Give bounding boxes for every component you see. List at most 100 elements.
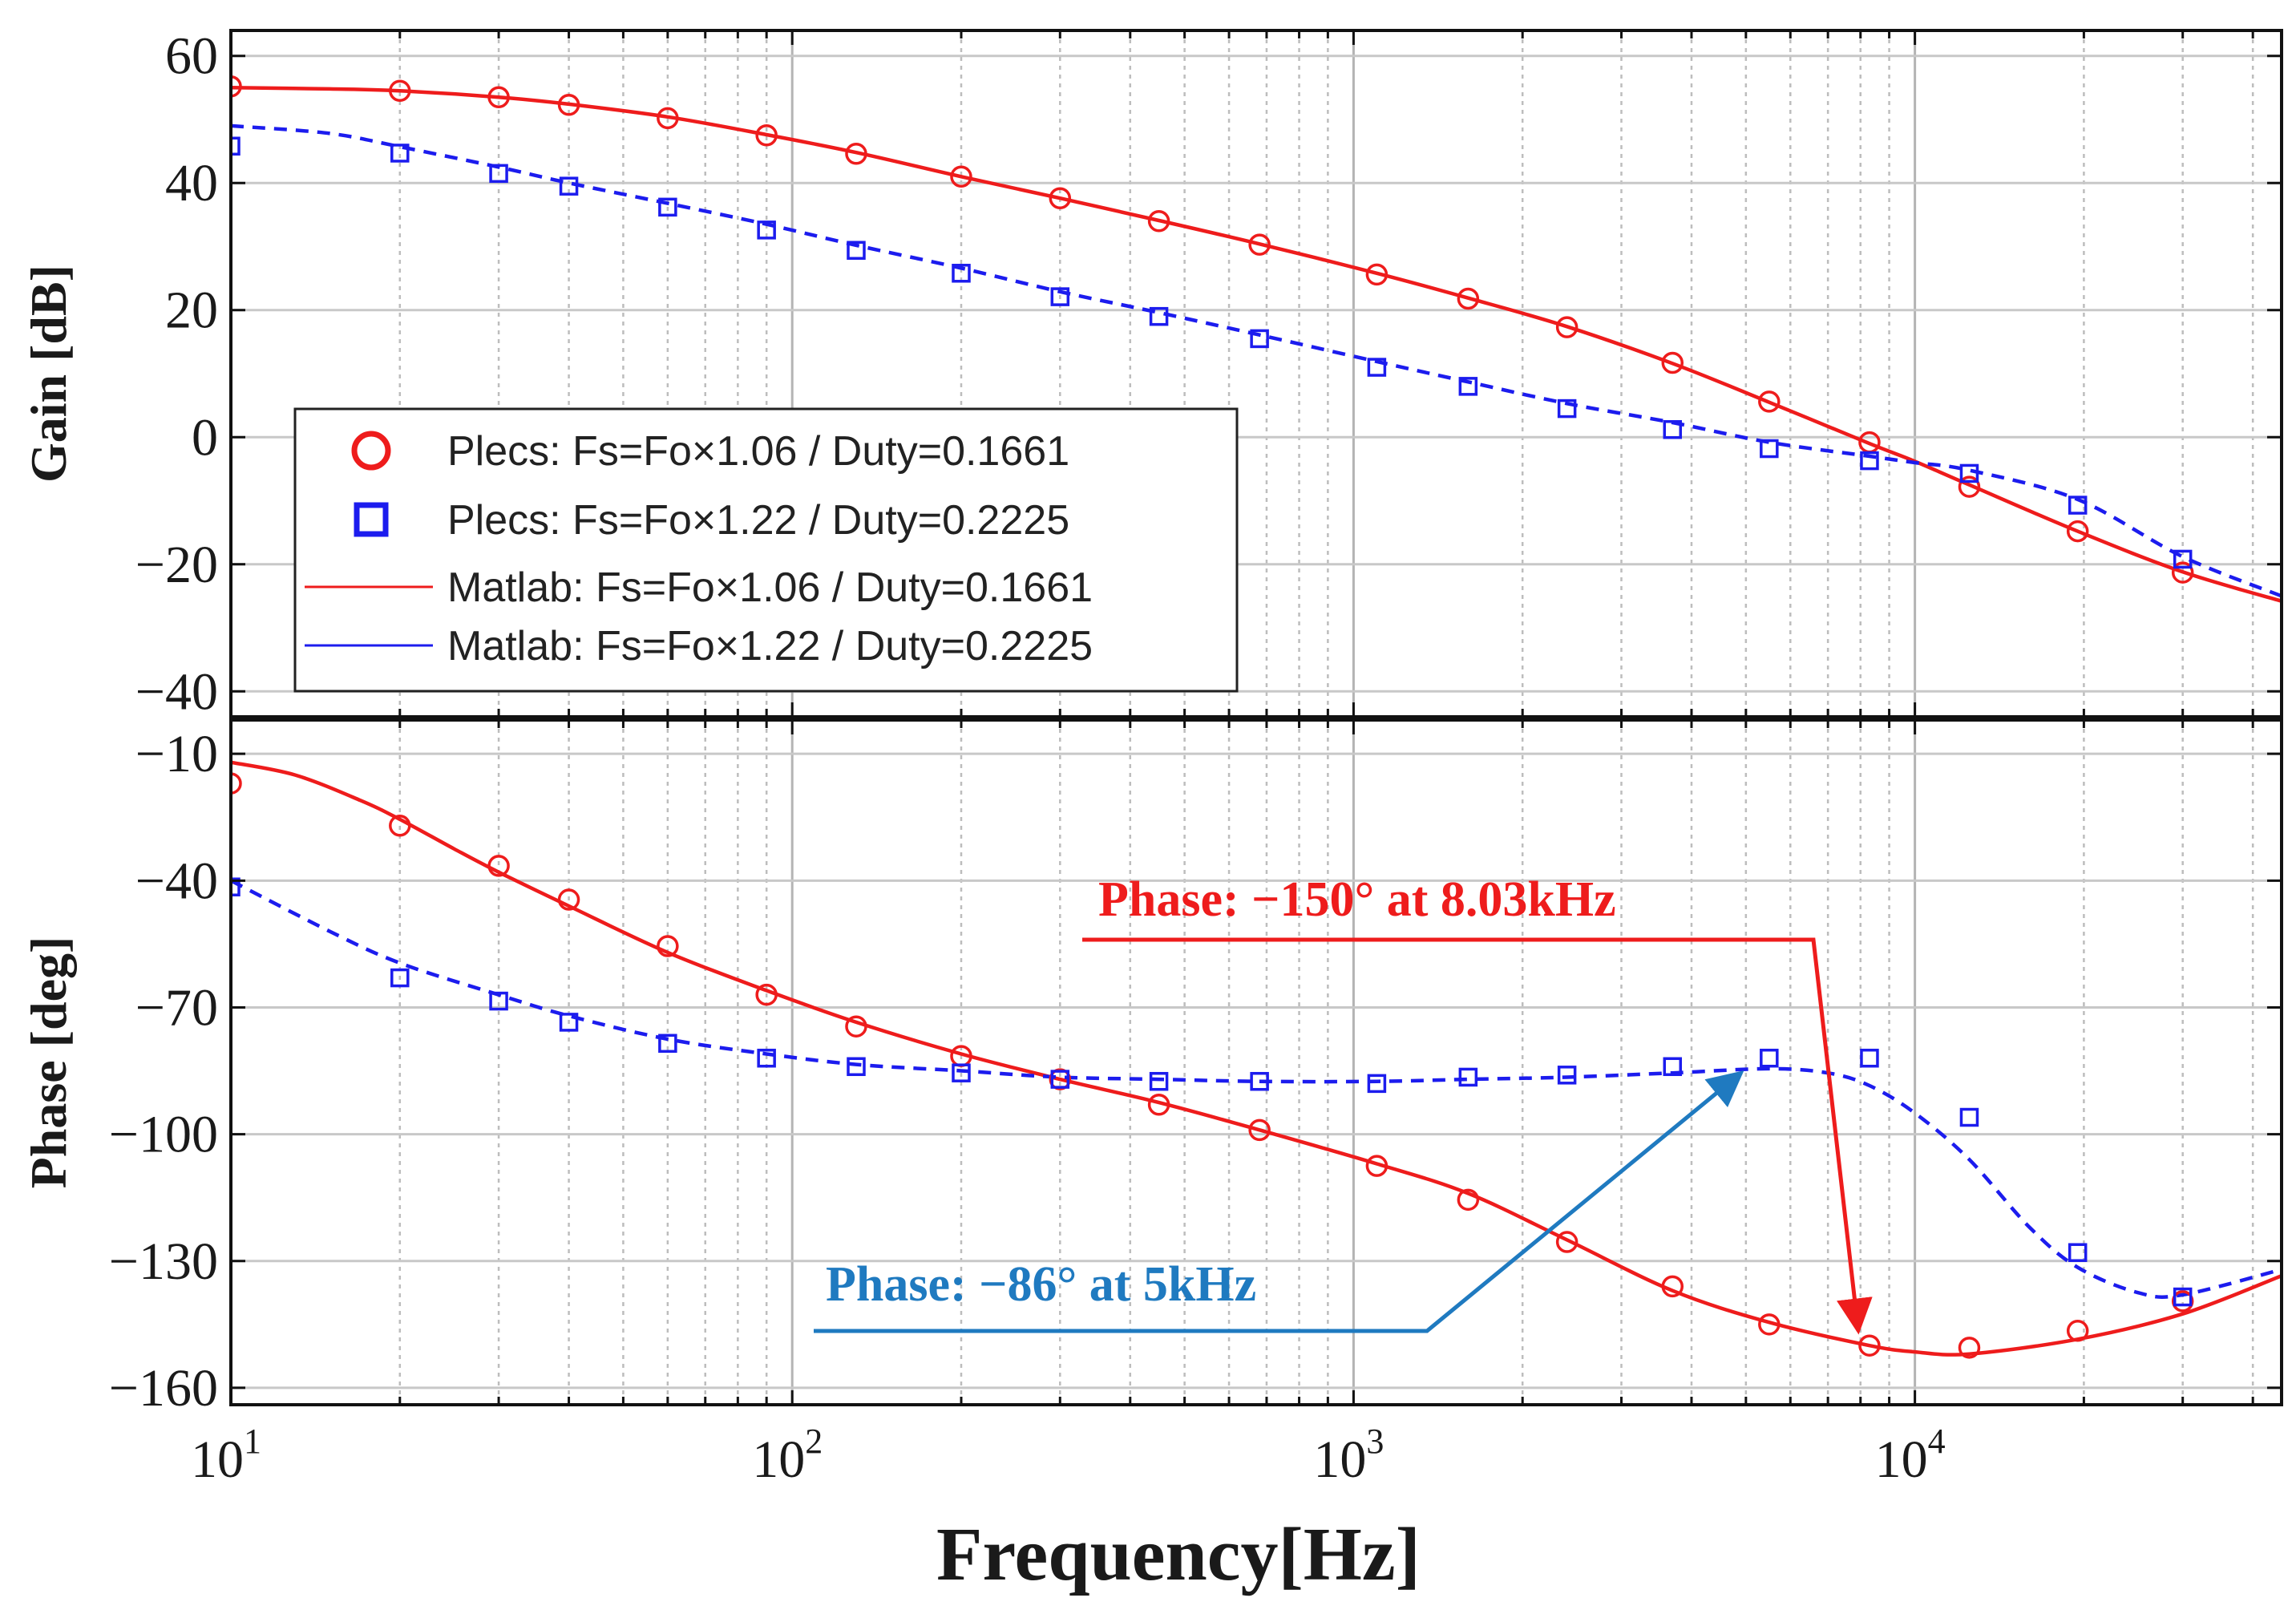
plecs-circle-point: [1049, 187, 1072, 209]
y-tick-label: −130: [109, 1232, 218, 1291]
plecs-circle-point: [1958, 1337, 1981, 1359]
plecs-circle-point: [1758, 1313, 1781, 1336]
y-tick-label: −20: [135, 536, 218, 594]
plecs-square-point: [1050, 287, 1070, 306]
x-tick-base: 10: [1313, 1430, 1366, 1489]
plecs-square-point: [1367, 1074, 1387, 1094]
plecs-square-point: [489, 164, 508, 184]
plecs-circle-point: [2171, 561, 2194, 584]
plecs-square-point: [757, 220, 776, 240]
x-tick-base: 10: [1875, 1430, 1928, 1489]
phase-axis-title: Phase [deg]: [20, 936, 77, 1189]
y-tick-label: −100: [109, 1106, 218, 1164]
gain-axis-title: Gain [dB]: [20, 265, 77, 483]
plecs-circle-point: [1457, 1188, 1480, 1212]
plecs-square-point: [658, 197, 677, 217]
plecs-circle-point: [845, 1015, 867, 1038]
plecs-circle-point: [1661, 351, 1684, 374]
plecs-square-point: [847, 241, 866, 260]
plecs-circle-point: [231, 772, 242, 795]
x-axis-title: Frequency[Hz]: [936, 1513, 1421, 1596]
plecs-square-point: [1149, 306, 1169, 326]
x-tick-label: 104: [1875, 1422, 1946, 1489]
plecs-circle-point: [1555, 1231, 1578, 1253]
plecs-square-point: [847, 1057, 866, 1077]
plecs-circle-point: [1858, 1334, 1881, 1357]
plecs-circle-point: [755, 983, 778, 1006]
x-tick-exponent: 4: [1928, 1422, 1946, 1461]
plecs-circle-point: [950, 165, 972, 188]
y-tick-label: 60: [165, 27, 218, 86]
phase-series: [231, 760, 2282, 1359]
plecs-square-point: [390, 968, 410, 988]
plecs-square-point: [1250, 1071, 1269, 1091]
x-tick-exponent: 1: [244, 1422, 261, 1461]
annotation-red: Phase: −150° at 8.03kHz: [1082, 872, 1873, 1335]
plecs-circle-point: [2171, 1290, 2194, 1313]
plecs-square-point: [1367, 358, 1387, 377]
plecs-circle-point: [389, 815, 411, 837]
legend-circle-marker: [351, 431, 391, 471]
plecs-circle-point: [557, 888, 580, 911]
plecs-circle-point: [557, 93, 580, 116]
annotation-blue: Phase: −86° at 5kHz: [814, 1070, 1744, 1333]
y-tick-label: −70: [135, 978, 218, 1037]
plecs-square-point: [1050, 1070, 1070, 1089]
plecs-square-point: [1959, 463, 1979, 483]
plecs-circle-point: [755, 124, 778, 147]
plecs-circle-point: [1958, 475, 1981, 498]
plecs-square-point: [1458, 377, 1478, 396]
plecs-circle-point: [1555, 316, 1578, 338]
legend-entry: Matlab: Fs=Fo×1.22 / Duty=0.2225: [305, 623, 1093, 669]
plecs-square-point: [390, 144, 410, 163]
x-tick-base: 10: [191, 1430, 244, 1489]
y-tick-label: 40: [165, 154, 218, 212]
plecs-square-point: [952, 264, 971, 283]
solid-red-series-line: [231, 760, 2282, 1357]
plecs-square-point: [1860, 451, 1879, 471]
plecs-square-point: [1663, 419, 1683, 439]
annotation-red-leader: [1082, 937, 1873, 1335]
plecs-square-point: [1458, 1067, 1478, 1087]
plecs-circle-point: [487, 855, 510, 877]
plecs-square-point: [1760, 439, 1779, 459]
plecs-square-point: [1557, 1066, 1577, 1085]
plecs-circle-point: [1661, 1275, 1684, 1298]
dashed-blue-series-line: [231, 879, 2282, 1299]
y-tick-label: 20: [165, 281, 218, 340]
legend-entry: Plecs: Fs=Fo×1.22 / Duty=0.2225: [354, 497, 1069, 544]
legend-label: Plecs: Fs=Fo×1.06 / Duty=0.1661: [447, 428, 1069, 475]
plecs-circle-point: [2066, 520, 2089, 543]
x-tick-label: 103: [1313, 1422, 1384, 1489]
x-tick-base: 10: [752, 1430, 805, 1489]
y-tick-label: −160: [109, 1359, 218, 1418]
legend-entry: Matlab: Fs=Fo×1.06 / Duty=0.1661: [305, 564, 1093, 611]
x-tick-label: 101: [191, 1422, 261, 1489]
x-tick-exponent: 2: [805, 1422, 823, 1461]
annotation-red-text: Phase: −150° at 8.03kHz: [1098, 872, 1616, 927]
legend-entry: Plecs: Fs=Fo×1.06 / Duty=0.1661: [351, 428, 1069, 475]
plecs-circle-point: [657, 107, 679, 130]
legend: Plecs: Fs=Fo×1.06 / Duty=0.1661 Plecs: F…: [293, 407, 1239, 693]
plecs-circle-point: [1365, 263, 1389, 286]
plecs-square-point: [1860, 1048, 1879, 1068]
legend-label: Plecs: Fs=Fo×1.22 / Duty=0.2225: [447, 497, 1069, 544]
phase-plot-area: [231, 720, 2282, 1405]
annotation-blue-leader: [814, 1070, 1744, 1333]
plecs-square-point: [1663, 1057, 1683, 1077]
plecs-circle-point: [231, 75, 242, 98]
plecs-square-point: [658, 1034, 677, 1054]
legend-square-marker: [354, 502, 389, 537]
x-tick-label: 102: [752, 1422, 823, 1489]
plecs-square-point: [489, 991, 508, 1011]
plecs-square-point: [2173, 1287, 2193, 1307]
legend-label: Matlab: Fs=Fo×1.06 / Duty=0.1661: [447, 564, 1093, 611]
plecs-square-point: [1149, 1071, 1169, 1091]
plecs-circle-point: [1365, 1155, 1389, 1177]
plecs-circle-point: [1147, 210, 1170, 233]
phase-grid: [229, 720, 2282, 1405]
plecs-square-point: [952, 1063, 971, 1082]
y-tick-label: −10: [135, 725, 218, 783]
plecs-circle-point: [1147, 1093, 1170, 1116]
